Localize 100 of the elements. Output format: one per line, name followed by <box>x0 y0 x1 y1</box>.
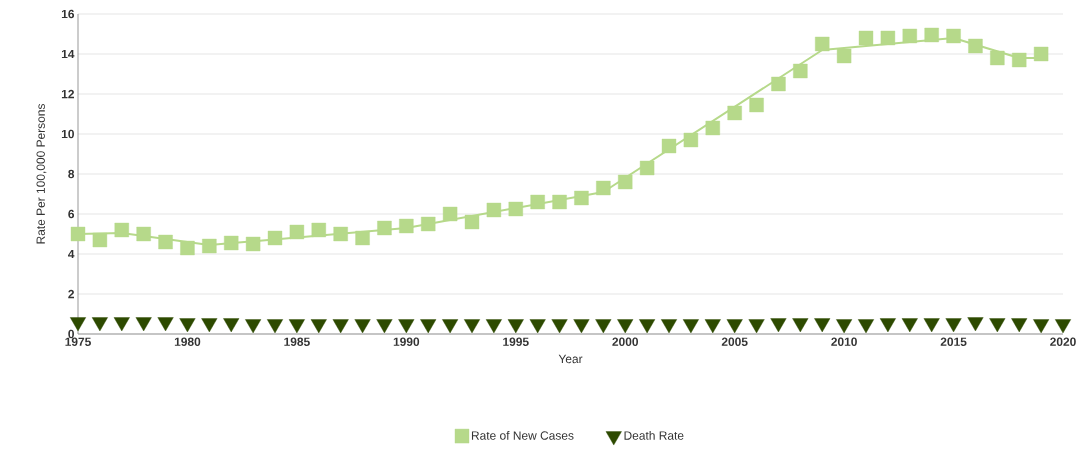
point <box>1055 319 1071 334</box>
point <box>573 319 590 334</box>
point <box>989 318 1006 333</box>
point <box>923 318 940 333</box>
point <box>661 138 677 154</box>
point <box>815 36 830 52</box>
point <box>705 120 720 136</box>
point <box>901 318 918 333</box>
point <box>793 63 808 79</box>
point <box>92 232 108 248</box>
point <box>552 194 567 210</box>
point <box>902 28 917 44</box>
point <box>136 226 151 242</box>
point <box>267 319 283 334</box>
point <box>770 318 787 333</box>
point <box>464 214 480 230</box>
point <box>311 222 326 238</box>
point <box>836 319 853 334</box>
point <box>639 160 655 176</box>
y-tick-label: 12 <box>61 89 74 99</box>
point <box>464 319 480 334</box>
point <box>398 319 415 334</box>
point <box>377 220 392 236</box>
point <box>289 224 305 240</box>
point <box>201 318 218 333</box>
point <box>310 319 327 334</box>
point <box>945 318 962 333</box>
point <box>749 97 764 113</box>
point <box>792 318 809 333</box>
point <box>508 201 523 217</box>
point <box>224 235 239 251</box>
point <box>288 319 305 334</box>
point <box>485 319 502 334</box>
point <box>551 319 568 334</box>
point <box>355 230 370 246</box>
x-tick-label: 2005 <box>721 337 748 346</box>
point <box>245 236 261 252</box>
point <box>420 319 437 334</box>
point <box>529 319 546 334</box>
point <box>179 318 196 333</box>
x-tick-label: 1990 <box>393 337 420 346</box>
point <box>858 30 874 46</box>
point <box>1033 46 1049 62</box>
y-axis-title: Rate Per 100,000 Persons <box>36 104 47 244</box>
point <box>596 180 611 196</box>
point <box>202 238 217 254</box>
point <box>726 319 743 334</box>
point <box>267 230 283 246</box>
point <box>1033 319 1050 334</box>
x-tick-label: 1995 <box>503 337 529 346</box>
point <box>924 27 939 43</box>
y-tick-label: 4 <box>68 249 75 259</box>
legend-label: Rate of New Cases <box>471 430 574 440</box>
y-tick-label: 2 <box>68 289 74 299</box>
point <box>421 216 436 232</box>
point <box>1011 318 1028 333</box>
point <box>618 174 633 190</box>
point <box>399 218 414 234</box>
point <box>617 319 634 334</box>
point <box>223 318 240 333</box>
point <box>968 38 983 54</box>
point <box>704 319 721 334</box>
point <box>1012 52 1027 68</box>
point <box>682 319 699 334</box>
y-tick-label: 10 <box>61 129 74 139</box>
point <box>180 240 195 256</box>
point <box>376 319 393 334</box>
point <box>946 28 961 44</box>
x-tick-label: 2020 <box>1050 337 1076 346</box>
point <box>967 317 984 332</box>
y-tick-label: 0 <box>68 329 74 339</box>
point <box>530 194 545 210</box>
x-axis-title: Year <box>558 354 583 364</box>
point <box>135 317 152 332</box>
point <box>91 317 108 332</box>
point <box>354 319 371 334</box>
y-tick-label: 8 <box>68 169 75 179</box>
point <box>442 206 458 222</box>
y-tick-label: 6 <box>68 209 75 219</box>
x-tick-label: 2015 <box>940 337 967 346</box>
x-tick-label: 2000 <box>612 337 639 346</box>
point <box>114 222 129 238</box>
point <box>70 226 86 242</box>
point <box>727 105 742 121</box>
point <box>595 319 612 334</box>
point <box>748 319 765 334</box>
point <box>836 48 852 64</box>
point <box>858 319 874 334</box>
point <box>880 30 896 46</box>
point <box>639 319 656 334</box>
point <box>507 319 524 334</box>
x-tick-label: 1980 <box>174 337 201 346</box>
point <box>332 319 349 334</box>
point <box>158 234 173 250</box>
point <box>683 132 699 148</box>
point <box>157 317 174 332</box>
point <box>113 317 130 332</box>
point <box>990 50 1005 66</box>
point <box>879 318 896 333</box>
point <box>814 318 831 333</box>
